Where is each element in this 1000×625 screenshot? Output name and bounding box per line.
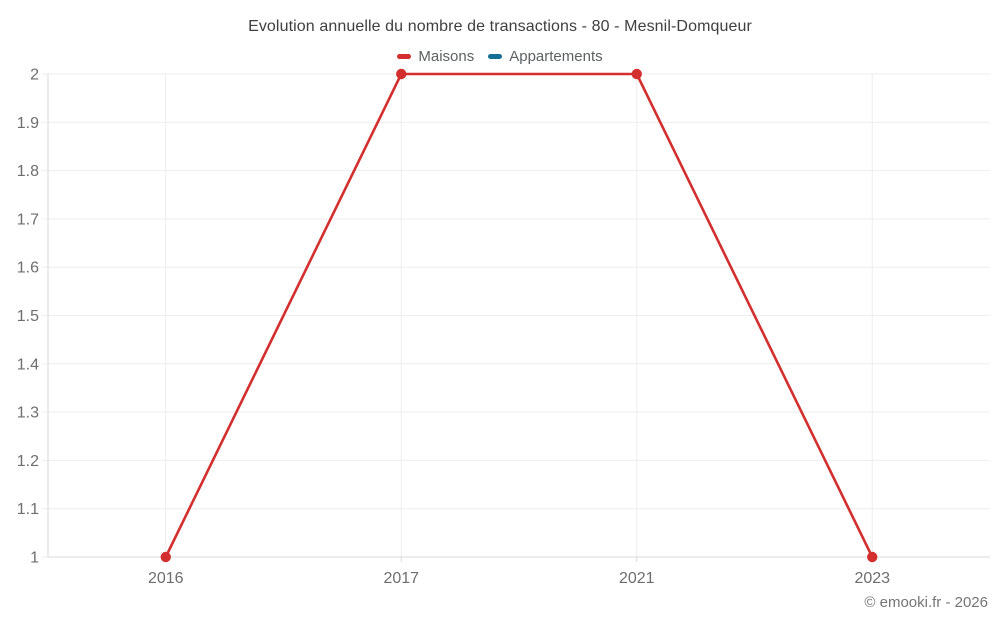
svg-text:1: 1 xyxy=(30,550,39,567)
svg-text:2017: 2017 xyxy=(383,570,419,587)
legend-label-maisons: Maisons xyxy=(418,47,475,65)
legend-item-appartements[interactable]: Appartements xyxy=(488,47,603,65)
svg-text:1.5: 1.5 xyxy=(17,308,39,325)
legend-label-appartements: Appartements xyxy=(509,47,603,65)
footer-credit: © emooki.fr - 2026 xyxy=(864,594,988,611)
chart-title: Evolution annuelle du nombre de transact… xyxy=(248,18,752,35)
appartements-swatch-icon xyxy=(488,53,503,59)
svg-text:2016: 2016 xyxy=(148,570,184,587)
svg-text:1.2: 1.2 xyxy=(17,453,39,470)
svg-text:2: 2 xyxy=(30,67,39,84)
legend: Maisons Appartements xyxy=(0,46,1000,66)
svg-text:2023: 2023 xyxy=(854,570,890,587)
svg-text:1.3: 1.3 xyxy=(17,405,39,422)
maisons-swatch-icon xyxy=(397,53,412,59)
svg-text:1.8: 1.8 xyxy=(17,163,39,180)
legend-item-maisons[interactable]: Maisons xyxy=(397,48,474,65)
svg-text:1.9: 1.9 xyxy=(17,115,39,132)
svg-text:2021: 2021 xyxy=(619,570,655,587)
svg-text:1.7: 1.7 xyxy=(17,211,39,228)
svg-text:1.4: 1.4 xyxy=(17,356,39,373)
svg-text:1.6: 1.6 xyxy=(17,260,39,277)
svg-text:1.1: 1.1 xyxy=(17,501,39,518)
